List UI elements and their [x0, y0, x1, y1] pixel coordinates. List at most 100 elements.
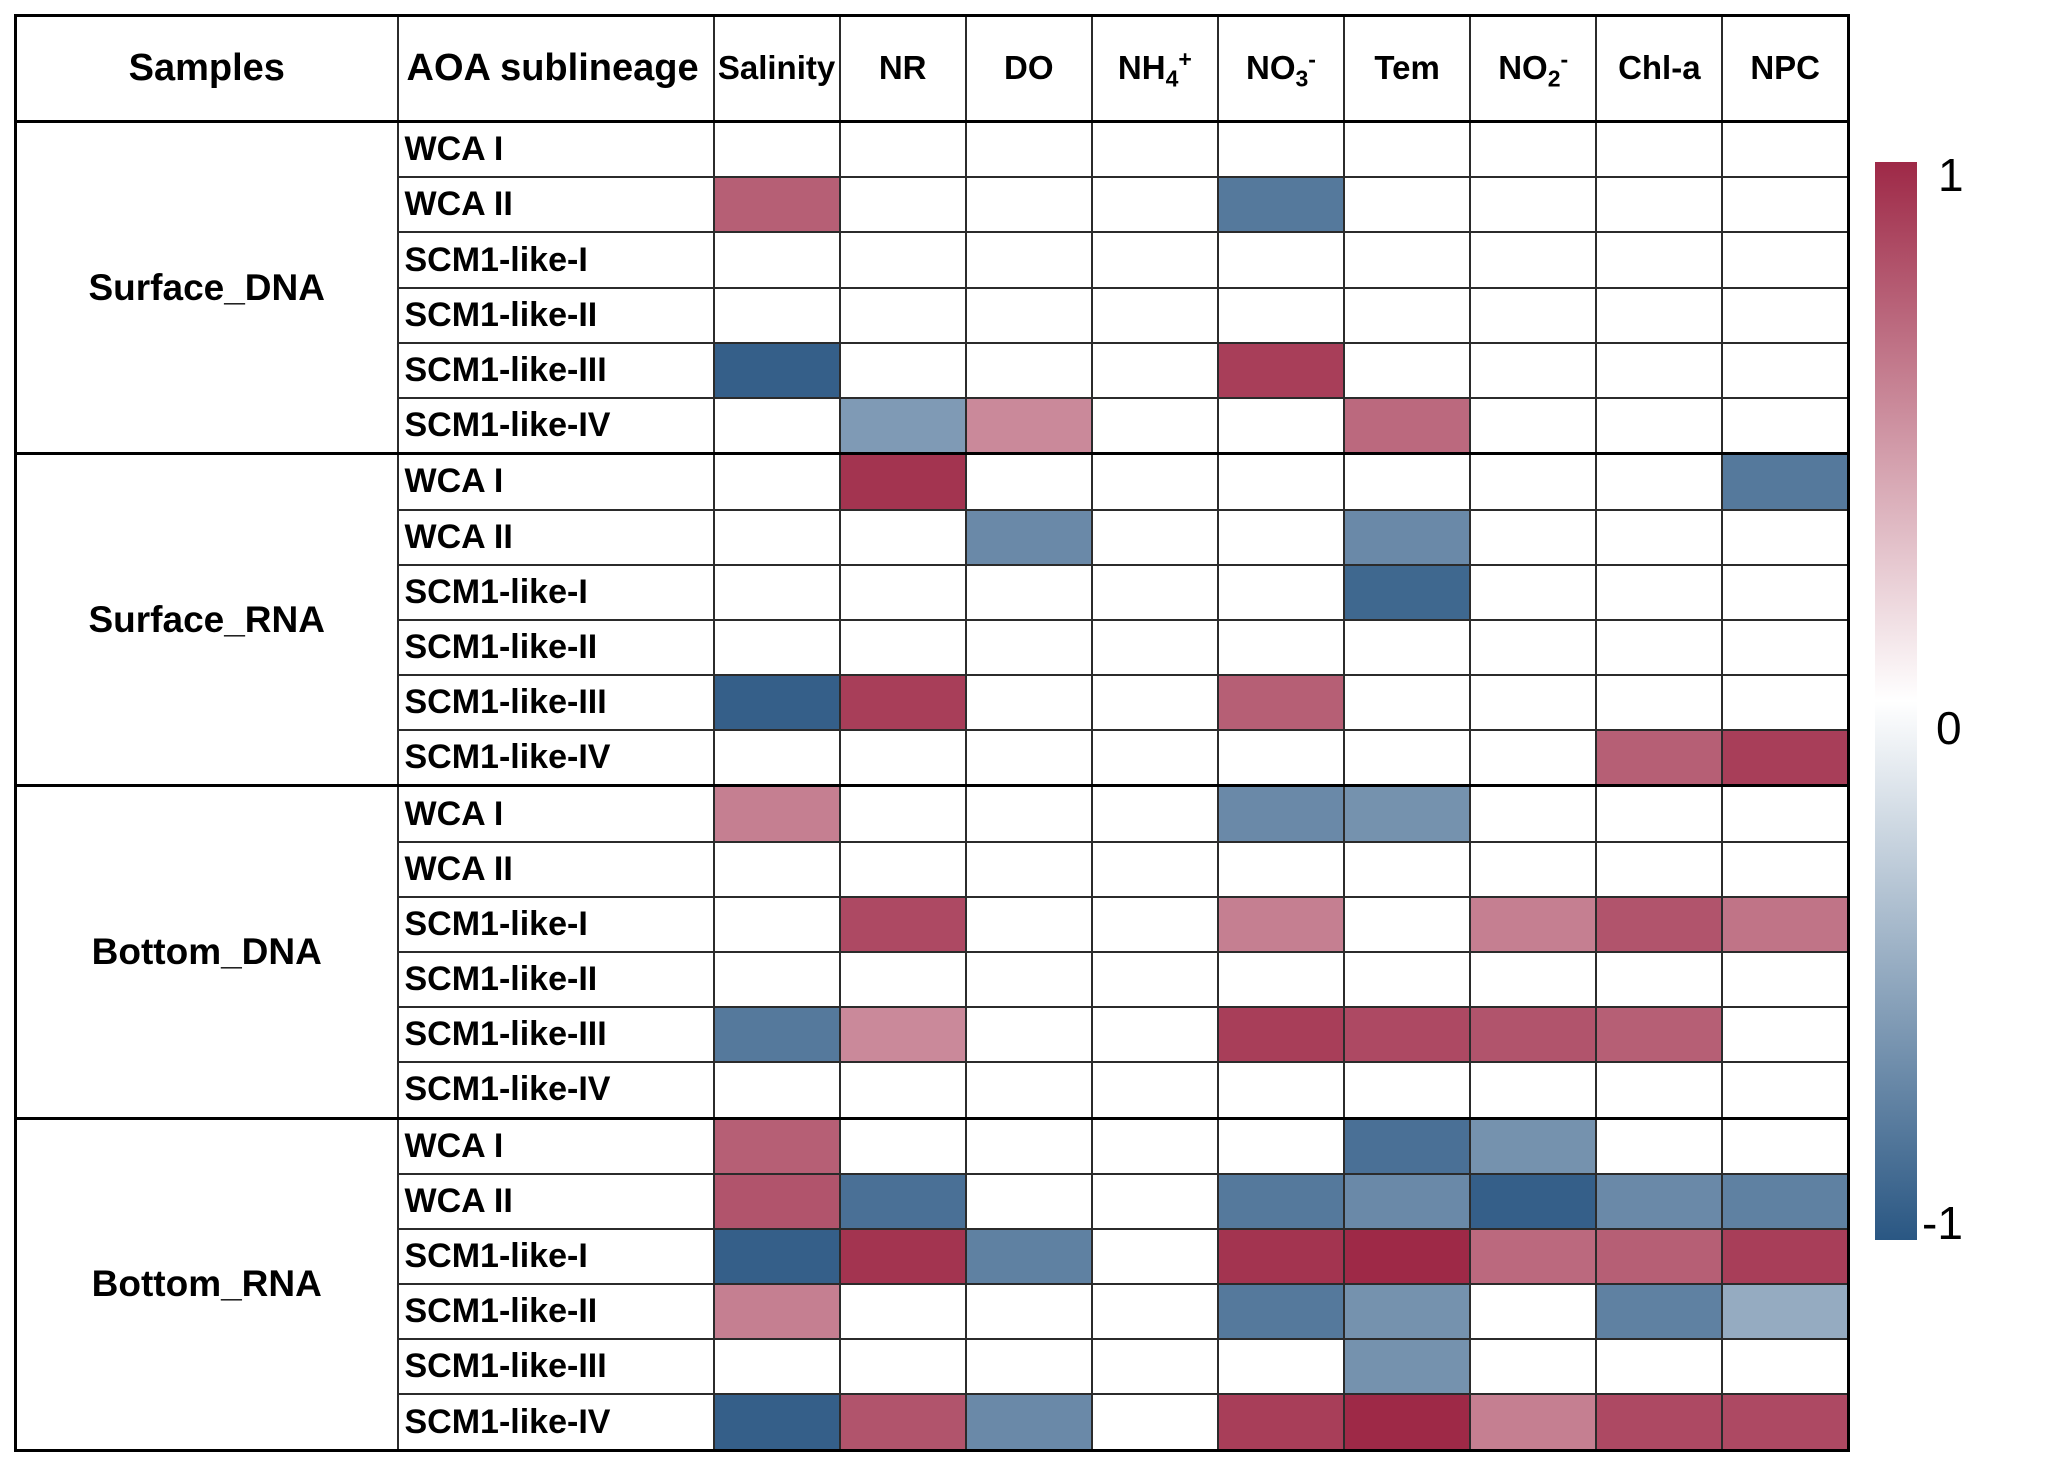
heatmap-cell-Bottom_RNA-SCM1-like-II-Tem	[1343, 1283, 1472, 1341]
heatmap-cell-Bottom_RNA-SCM1-like-III-NH4+	[1090, 1338, 1219, 1396]
heatmap-cell-Surface_DNA-SCM1-like-II-NO2-	[1469, 286, 1598, 344]
heatmap-cell-Bottom_RNA-SCM1-like-II-Chl-a	[1595, 1283, 1724, 1341]
heatmap-cell-Bottom_RNA-SCM1-like-II-NO3-	[1216, 1283, 1346, 1341]
heatmap-cell-Surface_DNA-WCA I-NR	[838, 120, 967, 179]
heatmap-cell-Surface_DNA-SCM1-like-I-NO2-	[1469, 231, 1598, 289]
heatmap-cell-Bottom_DNA-WCA I-Tem	[1343, 784, 1472, 843]
group-label-Bottom_RNA: Bottom_RNA	[14, 1116, 399, 1452]
heatmap-cell-Bottom_RNA-SCM1-like-I-Chl-a	[1595, 1228, 1724, 1286]
heatmap-cell-Bottom_DNA-WCA II-NO3-	[1216, 840, 1346, 898]
heatmap-table: Samples AOA sublineage Salinity NR DO NH4+ NO3…	[14, 14, 1850, 1452]
heatmap-cell-Surface_RNA-SCM1-like-IV-NR	[838, 729, 967, 787]
heatmap-cell-Bottom_RNA-WCA I-NO3-	[1216, 1116, 1346, 1175]
heatmap-cell-Bottom_RNA-SCM1-like-I-NO2-	[1469, 1228, 1598, 1286]
heatmap-cell-Bottom_DNA-SCM1-like-III-NO2-	[1469, 1006, 1598, 1064]
heatmap-cell-Surface_RNA-SCM1-like-I-NO3-	[1216, 563, 1346, 621]
group-label-Surface_RNA: Surface_RNA	[14, 452, 399, 787]
heatmap-cell-Surface_RNA-SCM1-like-I-NO2-	[1469, 563, 1598, 621]
heatmap-cell-Surface_RNA-SCM1-like-III-NPC	[1721, 673, 1850, 732]
heatmap-cell-Surface_DNA-SCM1-like-I-NO3-	[1216, 231, 1346, 289]
heatmap-cell-Bottom_DNA-SCM1-like-II-DO	[964, 950, 1093, 1009]
heatmap-cell-Surface_RNA-SCM1-like-I-Tem	[1343, 563, 1472, 621]
heatmap-cell-Surface_DNA-SCM1-like-III-NPC	[1721, 341, 1850, 399]
heatmap-cell-Bottom_DNA-WCA II-DO	[964, 840, 1093, 898]
heatmap-cell-Surface_RNA-SCM1-like-II-DO	[964, 618, 1093, 676]
heatmap-cell-Surface_RNA-WCA I-NO3-	[1216, 452, 1346, 511]
heatmap-cell-Bottom_RNA-SCM1-like-III-Chl-a	[1595, 1338, 1724, 1396]
heatmap-cell-Surface_DNA-SCM1-like-III-Tem	[1343, 341, 1472, 399]
heatmap-cell-Bottom_RNA-SCM1-like-III-NO2-	[1469, 1338, 1598, 1396]
heatmap-cell-Bottom_RNA-WCA II-NH4+	[1090, 1172, 1219, 1231]
sublineage-label: SCM1-like-IV	[396, 1061, 715, 1120]
heatmap-cell-Bottom_DNA-SCM1-like-IV-NR	[838, 1061, 967, 1120]
heatmap-cell-Bottom_RNA-WCA I-NH4+	[1090, 1116, 1219, 1175]
heatmap-cell-Bottom_DNA-SCM1-like-III-NO3-	[1216, 1006, 1346, 1064]
sublineage-label: SCM1-like-II	[396, 1283, 715, 1341]
heatmap-cell-Surface_DNA-SCM1-like-II-Tem	[1343, 286, 1472, 344]
sublineage-label: SCM1-like-I	[396, 1228, 715, 1286]
heatmap-cell-Bottom_RNA-WCA II-NO2-	[1469, 1172, 1598, 1231]
heatmap-cell-Surface_DNA-SCM1-like-I-NPC	[1721, 231, 1850, 289]
heatmap-cell-Bottom_DNA-WCA II-NPC	[1721, 840, 1850, 898]
heatmap-cell-Bottom_DNA-SCM1-like-I-Salinity	[712, 895, 841, 953]
heatmap-cell-Bottom_RNA-SCM1-like-I-NO3-	[1216, 1228, 1346, 1286]
heatmap-cell-Bottom_DNA-WCA II-Tem	[1343, 840, 1472, 898]
heatmap-cell-Bottom_DNA-WCA I-Salinity	[712, 784, 841, 843]
heatmap-cell-Surface_RNA-SCM1-like-IV-NO2-	[1469, 729, 1598, 787]
heatmap-cell-Bottom_DNA-SCM1-like-II-NO2-	[1469, 950, 1598, 1009]
heatmap-cell-Surface_DNA-SCM1-like-IV-Tem	[1343, 396, 1472, 455]
heatmap-cell-Surface_DNA-SCM1-like-II-NPC	[1721, 286, 1850, 344]
sublineage-label: SCM1-like-II	[396, 950, 715, 1009]
heatmap-cell-Surface_RNA-SCM1-like-I-NPC	[1721, 563, 1850, 621]
heatmap-cell-Bottom_RNA-SCM1-like-III-NR	[838, 1338, 967, 1396]
sublineage-label: SCM1-like-IV	[396, 729, 715, 787]
heatmap-cell-Surface_DNA-WCA I-NO2-	[1469, 120, 1598, 179]
heatmap-cell-Bottom_RNA-WCA II-NR	[838, 1172, 967, 1231]
sublineage-label: WCA II	[396, 176, 715, 234]
heatmap-cell-Bottom_RNA-SCM1-like-I-NR	[838, 1228, 967, 1286]
sublineage-label: WCA I	[396, 452, 715, 511]
heatmap-cell-Bottom_DNA-WCA II-NO2-	[1469, 840, 1598, 898]
heatmap-cell-Surface_RNA-SCM1-like-III-NO2-	[1469, 673, 1598, 732]
header-samples: Samples	[14, 14, 399, 123]
heatmap-cell-Surface_DNA-WCA II-Tem	[1343, 176, 1472, 234]
heatmap-cell-Bottom_DNA-SCM1-like-IV-Salinity	[712, 1061, 841, 1120]
heatmap-cell-Bottom_RNA-WCA II-DO	[964, 1172, 1093, 1231]
heatmap-cell-Bottom_DNA-SCM1-like-IV-Tem	[1343, 1061, 1472, 1120]
heatmap-cell-Bottom_RNA-WCA II-Chl-a	[1595, 1172, 1724, 1231]
heatmap-cell-Surface_DNA-SCM1-like-II-NR	[838, 286, 967, 344]
heatmap-cell-Bottom_DNA-SCM1-like-IV-NO2-	[1469, 1061, 1598, 1120]
heatmap-cell-Surface_DNA-SCM1-like-II-Salinity	[712, 286, 841, 344]
heatmap-cell-Bottom_DNA-SCM1-like-I-NR	[838, 895, 967, 953]
heatmap-cell-Bottom_RNA-SCM1-like-I-DO	[964, 1228, 1093, 1286]
heatmap-cell-Bottom_DNA-SCM1-like-III-NH4+	[1090, 1006, 1219, 1064]
heatmap-cell-Surface_RNA-SCM1-like-III-Tem	[1343, 673, 1472, 732]
heatmap-cell-Bottom_DNA-SCM1-like-II-NPC	[1721, 950, 1850, 1009]
heatmap-cell-Bottom_RNA-SCM1-like-III-NO3-	[1216, 1338, 1346, 1396]
group-label-Surface_DNA: Surface_DNA	[14, 119, 399, 455]
heatmap-cell-Bottom_DNA-SCM1-like-I-NPC	[1721, 895, 1850, 953]
heatmap-cell-Bottom_RNA-SCM1-like-IV-DO	[964, 1393, 1093, 1452]
heatmap-cell-Surface_RNA-SCM1-like-IV-NO3-	[1216, 729, 1346, 787]
heatmap-cell-Bottom_RNA-WCA I-NR	[838, 1116, 967, 1175]
heatmap-cell-Surface_DNA-SCM1-like-IV-NH4+	[1090, 396, 1219, 455]
heatmap-cell-Bottom_RNA-WCA II-NO3-	[1216, 1172, 1346, 1231]
heatmap-cell-Bottom_DNA-WCA I-NO3-	[1216, 784, 1346, 843]
colorbar-max-label: 1	[1938, 149, 1964, 201]
heatmap-cell-Bottom_DNA-SCM1-like-IV-DO	[964, 1061, 1093, 1120]
header-DO: DO	[964, 14, 1093, 123]
heatmap-cell-Bottom_DNA-SCM1-like-I-Tem	[1343, 895, 1472, 953]
heatmap-cell-Bottom_RNA-SCM1-like-II-NR	[838, 1283, 967, 1341]
heatmap-cell-Bottom_DNA-SCM1-like-III-Chl-a	[1595, 1006, 1724, 1064]
heatmap-cell-Bottom_DNA-SCM1-like-I-NO2-	[1469, 895, 1598, 953]
heatmap-cell-Surface_DNA-WCA I-NH4+	[1090, 120, 1219, 179]
sublineage-label: SCM1-like-IV	[396, 396, 715, 455]
heatmap-cell-Bottom_RNA-SCM1-like-III-Salinity	[712, 1338, 841, 1396]
heatmap-cell-Bottom_DNA-WCA I-NPC	[1721, 784, 1850, 843]
heatmap-cell-Bottom_RNA-SCM1-like-II-NH4+	[1090, 1283, 1219, 1341]
heatmap-cell-Surface_DNA-SCM1-like-I-Salinity	[712, 231, 841, 289]
heatmap-cell-Surface_DNA-SCM1-like-IV-NO2-	[1469, 396, 1598, 455]
heatmap-cell-Bottom_RNA-SCM1-like-II-NPC	[1721, 1283, 1850, 1341]
header-NPC: NPC	[1721, 14, 1850, 123]
